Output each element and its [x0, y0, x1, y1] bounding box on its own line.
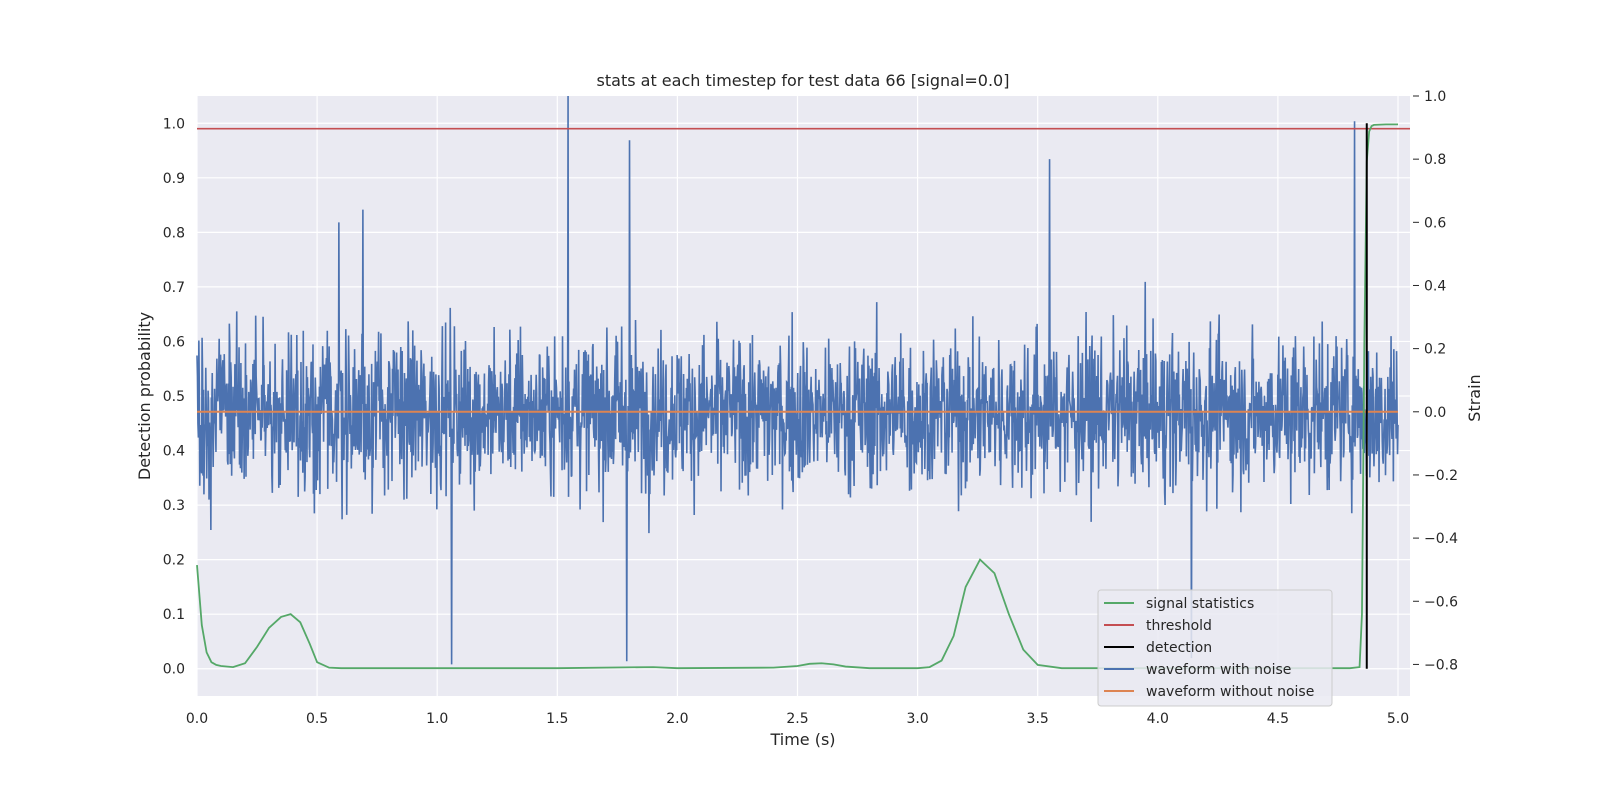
right-tick-label: 0.6 — [1424, 215, 1446, 231]
series-signal-statistics — [196, 123, 1398, 670]
x-tick-label: 3.0 — [906, 711, 928, 727]
right-axis-label: Strain — [1465, 374, 1484, 421]
right-axis-ticks: −0.8 −0.6 −0.4 −0.2 0.0 0.2 0.4 0.6 0.8 1.0 — [1413, 89, 1458, 673]
x-tick-label: 1.5 — [546, 711, 568, 727]
x-tick-label: 3.5 — [1027, 711, 1049, 727]
x-axis-label: Time (s) — [769, 730, 835, 749]
x-tick-label: 1.0 — [426, 711, 448, 727]
right-tick-label: 0.4 — [1424, 278, 1446, 294]
legend-box — [1097, 589, 1333, 707]
left-tick-label: 0.1 — [163, 607, 185, 623]
legend-entry: signal statistics — [1146, 596, 1254, 612]
left-tick-label: 0.3 — [163, 498, 185, 514]
left-tick-label: 0.8 — [163, 225, 185, 241]
right-tick-label: 0.8 — [1424, 152, 1446, 168]
x-tick-label: 2.5 — [786, 711, 808, 727]
legend: signal statistics threshold detection wavef… — [1097, 589, 1333, 707]
legend-entry: waveform with noise — [1146, 662, 1291, 678]
left-tick-label: 0.5 — [163, 389, 185, 405]
legend-entry: waveform without noise — [1146, 684, 1314, 700]
x-tick-label: 4.5 — [1267, 711, 1289, 727]
left-tick-label: 0.9 — [163, 171, 185, 187]
left-tick-label: 0.6 — [163, 334, 185, 350]
right-tick-label: 0.2 — [1424, 342, 1446, 358]
x-tick-label: 4.0 — [1147, 711, 1169, 727]
legend-entry: detection — [1146, 640, 1212, 656]
right-tick-label: −0.2 — [1424, 468, 1458, 484]
right-tick-label: 0.0 — [1424, 405, 1446, 421]
x-tick-label: 5.0 — [1387, 711, 1409, 727]
x-axis-ticks: 0.0 0.5 1.0 1.5 2.0 2.5 3.0 3.5 4.0 4.5 5.0 — [186, 711, 1409, 727]
x-tick-label: 0.0 — [186, 711, 208, 727]
right-tick-label: −0.4 — [1424, 531, 1458, 547]
x-tick-label: 0.5 — [306, 711, 328, 727]
right-tick-label: −0.6 — [1424, 594, 1458, 610]
series-waveform-with-noise — [196, 95, 1399, 665]
left-tick-label: 0.4 — [163, 444, 185, 460]
right-tick-label: −0.8 — [1424, 657, 1458, 673]
left-tick-label: 0.0 — [163, 662, 185, 678]
right-tick-label: 1.0 — [1424, 89, 1446, 105]
left-tick-label: 0.2 — [163, 553, 185, 569]
left-tick-label: 1.0 — [163, 116, 185, 132]
legend-entry: threshold — [1146, 618, 1212, 634]
chart-title: stats at each timestep for test data 66 … — [597, 71, 1010, 90]
x-tick-label: 2.0 — [666, 711, 688, 727]
plot-layer — [196, 95, 1410, 670]
left-axis-label: Detection probability — [135, 312, 154, 480]
left-axis-ticks: 0.0 0.1 0.2 0.3 0.4 0.5 0.6 0.7 0.8 0.9 1.0 — [163, 116, 185, 677]
left-tick-label: 0.7 — [163, 280, 185, 296]
